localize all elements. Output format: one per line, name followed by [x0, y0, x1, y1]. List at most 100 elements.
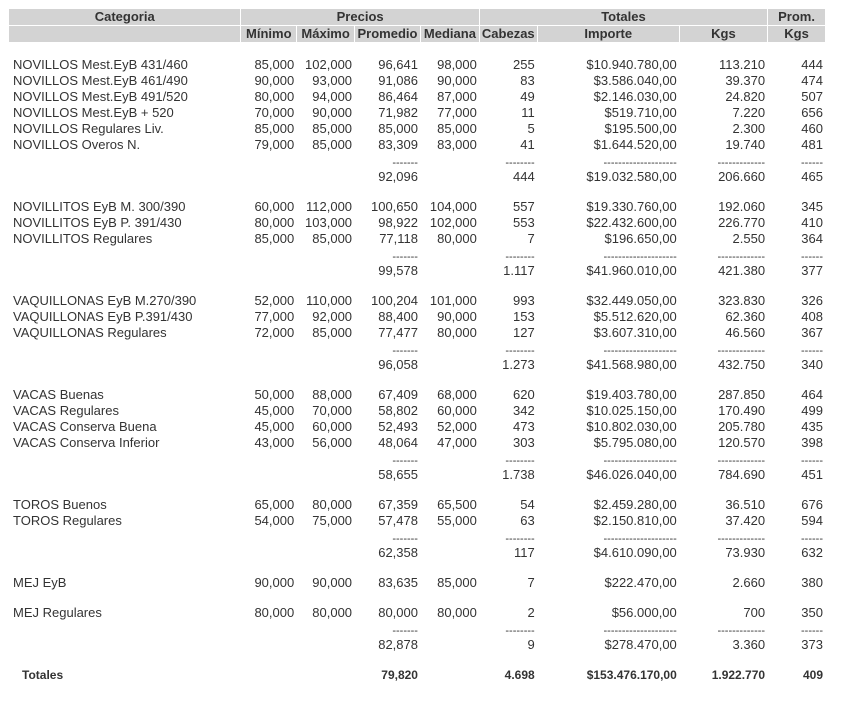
header-promedio: Promedio	[355, 26, 420, 43]
cell-kgs: 46.560	[725, 325, 766, 340]
dash-prom: ------	[801, 455, 823, 467]
cell-kgs: 226.770	[718, 215, 766, 230]
spacer-cell	[9, 561, 825, 575]
cell-importe: $22.432.600,00	[586, 215, 677, 230]
cell-mediana: 55,000	[437, 513, 477, 528]
spacer-row	[9, 483, 825, 497]
cell-maximo: 85,000	[312, 325, 353, 340]
totales-row: Totales 79,820 4.698 $153.476.170,00 1.922.7…	[9, 667, 825, 683]
subtotal-promedio: 82,878	[378, 637, 418, 652]
cell-prom-kgs: 367	[801, 325, 823, 340]
cell-prom-kgs: 464	[801, 387, 823, 402]
cell-maximo: 110,000	[306, 293, 353, 308]
cell-promedio: 100,650	[370, 199, 418, 214]
table-row: NOVILLITOS EyB M. 300/390 60,000 112,000 10…	[9, 199, 825, 215]
dash-prom: ------	[801, 157, 823, 169]
subtotal-kgs: 73.930	[725, 545, 766, 560]
table-row: NOVILLOS Mest.EyB 431/460 85,000 102,000 96…	[9, 57, 825, 73]
dash-cabezas: --------	[505, 157, 535, 169]
subtotal-importe: $278.470,00	[604, 637, 677, 652]
cell-prom-kgs: 507	[801, 89, 823, 104]
cell-mediana: 85,000	[437, 121, 477, 136]
cell-mediana: 80,000	[437, 231, 477, 246]
cell-promedio: 58,802	[378, 403, 418, 418]
table-row: NOVILLOS Regulares Liv. 85,000 85,000 85,00…	[9, 121, 825, 137]
cell-prom-kgs: 350	[801, 605, 823, 620]
cell-prom-kgs: 444	[801, 57, 823, 72]
cell-importe: $56.000,00	[611, 605, 677, 620]
cell-cabezas: 303	[513, 435, 535, 450]
spacer-row	[9, 185, 825, 199]
cell-minimo: 54,000	[254, 513, 295, 528]
spacer-row	[9, 279, 825, 293]
spacer-cell	[9, 653, 825, 667]
cell-kgs: 37.420	[725, 513, 766, 528]
table-row: MEJ Regulares 80,000 80,000 80,000 80,000 2 $5…	[9, 605, 825, 621]
cell-prom-kgs: 345	[801, 199, 823, 214]
cell-cabezas: 553	[513, 215, 535, 230]
cell-minimo: 45,000	[254, 403, 295, 418]
dash-importe: --------------------	[603, 625, 677, 637]
cell-cabezas: 557	[513, 199, 535, 214]
cell-cabezas: 255	[513, 57, 535, 72]
empty-cell	[421, 341, 479, 357]
subtotal-row: 62,358 117 $4.610.090,00 73.930 632	[9, 545, 825, 561]
table-row: TOROS Buenos 65,000 80,000 67,359 65,500 54 $2…	[9, 497, 825, 513]
subtotal-importe: $4.610.090,00	[593, 545, 677, 560]
subtotal-importe: $46.026.040,00	[586, 467, 677, 482]
cell-maximo: 60,000	[312, 419, 353, 434]
dash-kgs: -------------	[717, 157, 766, 169]
subtotal-importe: $41.960.010,00	[586, 263, 677, 278]
cell-category: MEJ EyB	[13, 575, 67, 590]
dash-kgs: -------------	[717, 625, 766, 637]
cell-prom-kgs: 364	[801, 231, 823, 246]
cell-maximo: 85,000	[312, 231, 353, 246]
dash-promedio: -------	[392, 533, 418, 545]
cell-promedio: 96,641	[378, 57, 418, 72]
cell-promedio: 67,409	[378, 387, 418, 402]
cell-minimo: 52,000	[254, 293, 295, 308]
cell-kgs: 19.740	[725, 137, 766, 152]
cell-category: NOVILLOS Mest.EyB 431/460	[13, 57, 188, 72]
header-blank	[9, 26, 241, 43]
cell-minimo: 43,000	[254, 435, 295, 450]
cell-importe: $3.586.040,00	[593, 73, 677, 88]
cell-kgs: 2.660	[732, 575, 766, 590]
separator-row: ------- -------- -------------------- -----…	[9, 529, 825, 545]
totales-promedio: 79,820	[381, 668, 418, 682]
empty-cell	[9, 451, 354, 467]
table-row: MEJ EyB 90,000 90,000 83,635 85,000 7 $222.470…	[9, 575, 825, 591]
header-categoria: Categoria	[9, 9, 241, 26]
dash-promedio: -------	[392, 345, 418, 357]
subtotal-cabezas: 117	[513, 545, 535, 560]
cell-maximo: 90,000	[312, 105, 353, 120]
cell-mediana: 47,000	[437, 435, 477, 450]
empty-cell	[9, 529, 354, 545]
cell-importe: $10.940.780,00	[586, 57, 677, 72]
cell-kgs: 120.570	[718, 435, 766, 450]
subtotal-kgs: 206.660	[718, 169, 766, 184]
dash-importe: --------------------	[603, 455, 677, 467]
subtotal-row: 99,578 1.117 $41.960.010,00 421.380 377	[9, 263, 825, 279]
dash-promedio: -------	[392, 251, 418, 263]
subtotal-importe: $41.568.980,00	[586, 357, 677, 372]
cell-maximo: 85,000	[312, 137, 353, 152]
cell-importe: $5.795.080,00	[593, 435, 677, 450]
totales-label: Totales	[22, 668, 64, 682]
header-precios: Precios	[241, 9, 479, 26]
dash-cabezas: --------	[505, 625, 535, 637]
cell-category: VACAS Conserva Buena	[13, 419, 157, 434]
cell-kgs: 323.830	[718, 293, 766, 308]
cell-cabezas: 54	[520, 497, 535, 512]
table-row: VAQUILLONAS Regulares 72,000 85,000 77,477 8…	[9, 325, 825, 341]
cell-category: VACAS Conserva Inferior	[13, 435, 160, 450]
cell-prom-kgs: 460	[801, 121, 823, 136]
cell-maximo: 92,000	[312, 309, 353, 324]
cell-category: NOVILLITOS EyB M. 300/390	[13, 199, 186, 214]
cell-kgs: 287.850	[718, 387, 766, 402]
subtotal-prom: 451	[801, 467, 823, 482]
empty-cell	[421, 263, 479, 279]
cell-minimo: 85,000	[254, 231, 295, 246]
spacer-row	[9, 591, 825, 605]
spacer-cell	[9, 279, 825, 293]
